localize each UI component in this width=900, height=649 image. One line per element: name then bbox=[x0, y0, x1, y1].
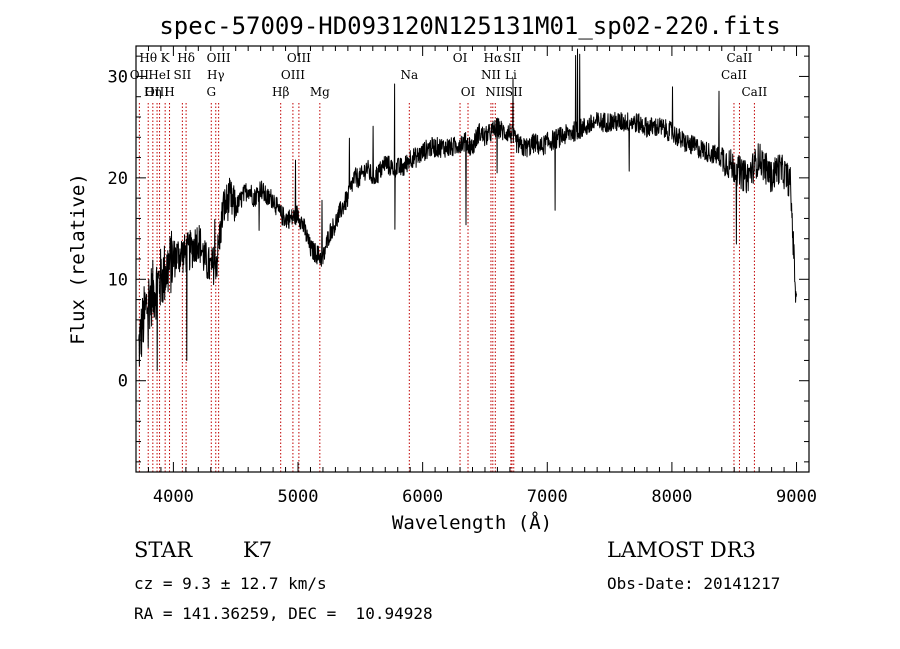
line-label: G bbox=[206, 85, 216, 99]
line-label: Hγ bbox=[207, 68, 225, 82]
object-class: STAR bbox=[134, 538, 193, 562]
line-label: Mg bbox=[310, 85, 330, 99]
line-label: OIII bbox=[281, 68, 305, 82]
y-axis-label: Flux (relative) bbox=[67, 173, 89, 345]
line-marker-group bbox=[138, 103, 755, 472]
line-label: Hβ bbox=[272, 85, 289, 99]
spectrum-line bbox=[138, 48, 797, 372]
line-label: Hη bbox=[144, 85, 162, 99]
y-tick-label: 10 bbox=[108, 270, 128, 290]
plot-frame bbox=[135, 45, 810, 473]
chart-title: spec-57009-HD093120N125131M01_sp02-220.f… bbox=[159, 12, 780, 40]
line-label: CaII bbox=[721, 68, 747, 82]
y-tick-label: 20 bbox=[108, 169, 128, 189]
survey-name: LAMOST DR3 bbox=[607, 538, 756, 562]
observation-date: Obs-Date: 20141217 bbox=[607, 574, 781, 593]
x-axis: 4000 5000 6000 7000 8000 9000 bbox=[135, 46, 817, 507]
line-label: CaII bbox=[727, 51, 753, 65]
line-label: Li bbox=[505, 68, 517, 82]
line-label: Hα bbox=[484, 51, 503, 65]
y-tick-label: 30 bbox=[108, 67, 128, 87]
x-tick-label: 5000 bbox=[278, 487, 319, 507]
object-subclass: K7 bbox=[243, 538, 273, 562]
line-label: Hδ bbox=[177, 51, 195, 65]
line-label: Hθ bbox=[139, 51, 157, 65]
x-tick-label: 6000 bbox=[402, 487, 443, 507]
line-label: SII bbox=[174, 68, 192, 82]
line-label: OIII bbox=[145, 85, 169, 99]
line-label: SII bbox=[505, 85, 523, 99]
line-label: HeI bbox=[148, 68, 171, 82]
x-tick-label: 9000 bbox=[776, 487, 817, 507]
x-tick-label: 7000 bbox=[527, 487, 568, 507]
line-label: OIII bbox=[207, 51, 231, 65]
x-tick-label: 4000 bbox=[153, 487, 194, 507]
line-label: OI bbox=[453, 51, 468, 65]
line-label: NII bbox=[481, 68, 501, 82]
redshift-velocity: cz = 9.3 ± 12.7 km/s bbox=[134, 574, 327, 593]
line-label: NII bbox=[485, 85, 505, 99]
sky-coordinates: RA = 141.36259, DEC = 10.94928 bbox=[134, 604, 433, 623]
x-axis-label: Wavelength (Å) bbox=[392, 511, 552, 534]
line-label: K bbox=[161, 51, 171, 65]
line-label: OII bbox=[130, 68, 150, 82]
y-tick-label: 0 bbox=[118, 372, 128, 392]
line-label: OIII bbox=[287, 51, 311, 65]
x-tick-label: 8000 bbox=[651, 487, 692, 507]
line-label: Na bbox=[400, 68, 418, 82]
line-label: OI bbox=[461, 85, 476, 99]
line-label: H bbox=[164, 85, 174, 99]
y-axis: 0 10 20 30 bbox=[108, 55, 809, 463]
line-label: CaII bbox=[741, 85, 767, 99]
line-label: SII bbox=[503, 51, 521, 65]
